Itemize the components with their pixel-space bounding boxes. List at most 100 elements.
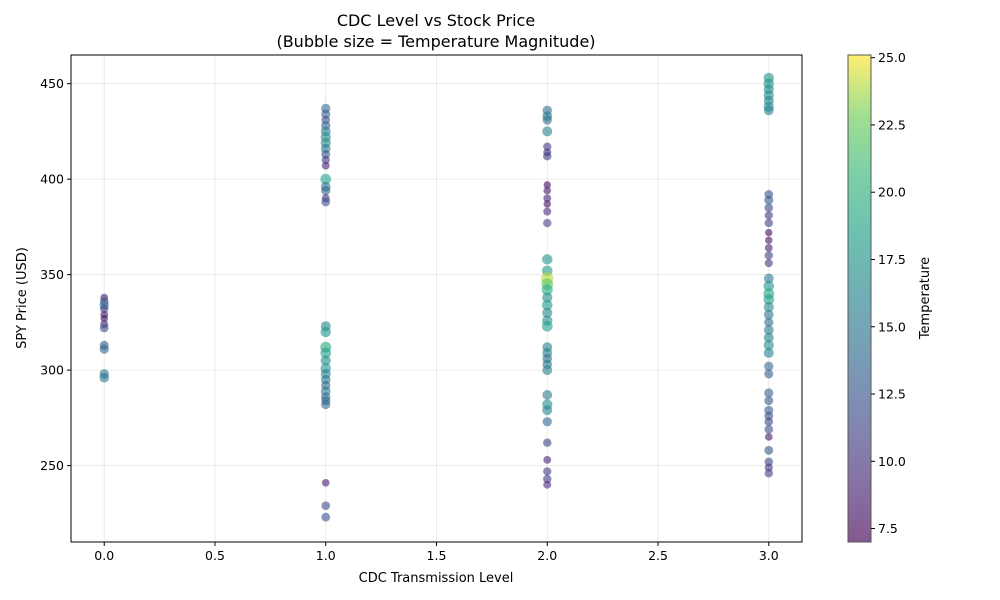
- data-point: [543, 151, 552, 161]
- data-point: [543, 438, 552, 447]
- data-point: [543, 194, 552, 203]
- data-point: [764, 259, 773, 268]
- data-point: [764, 445, 774, 455]
- data-point: [320, 355, 331, 366]
- data-point: [542, 365, 553, 376]
- colorbar-tick-label: 7.5: [878, 521, 898, 536]
- data-point: [764, 211, 773, 220]
- data-point: [543, 467, 552, 476]
- data-point: [543, 181, 551, 189]
- colorbar-title: Temperature: [918, 257, 933, 340]
- data-point: [543, 207, 552, 216]
- data-point: [763, 325, 774, 335]
- data-point: [542, 307, 553, 318]
- data-point: [763, 332, 774, 343]
- colorbar-tick-label: 22.5: [878, 117, 906, 132]
- y-tick-label: 350: [40, 267, 64, 282]
- data-point: [321, 185, 331, 196]
- data-point: [321, 512, 331, 522]
- data-point: [764, 195, 774, 205]
- data-point: [763, 302, 774, 313]
- colorbar: [847, 54, 872, 543]
- x-tick-label: 2.0: [537, 548, 557, 563]
- data-point: [764, 396, 774, 406]
- data-point: [763, 309, 774, 320]
- data-point: [763, 294, 775, 305]
- y-tick-label: 400: [40, 172, 64, 187]
- data-point: [764, 469, 773, 478]
- y-tick-label: 250: [40, 458, 64, 473]
- data-point: [320, 173, 332, 185]
- x-tick-label: 3.0: [759, 548, 779, 563]
- data-point: [541, 320, 553, 332]
- data-point: [543, 200, 552, 208]
- data-point: [763, 273, 774, 284]
- data-point: [100, 304, 109, 314]
- data-point: [99, 344, 109, 354]
- data-point: [542, 126, 553, 137]
- data-point: [765, 228, 773, 237]
- data-point: [100, 314, 108, 323]
- data-point: [321, 161, 330, 170]
- x-tick-label: 0.0: [94, 548, 114, 563]
- data-point: [321, 149, 331, 159]
- x-axis-ticks: 0.0 0.5 1.0 1.5 2.0 2.5 3.0: [94, 542, 779, 563]
- data-point: [543, 474, 552, 484]
- x-tick-label: 0.5: [205, 548, 225, 563]
- x-axis-title: CDC Transmission Level: [359, 571, 514, 586]
- data-point: [320, 326, 331, 338]
- data-point: [764, 203, 774, 213]
- data-points: [99, 72, 775, 522]
- data-point: [763, 347, 774, 358]
- colorbar-ticks: 7.5 10.0 12.5 15.0 17.5 20.0 22.5 25.0: [871, 50, 906, 536]
- y-axis-ticks: 250 300 350 400 450: [40, 76, 71, 473]
- x-tick-label: 1.5: [427, 548, 447, 563]
- data-point: [541, 299, 553, 311]
- data-point: [764, 251, 773, 260]
- data-point: [321, 399, 331, 410]
- data-point: [543, 218, 552, 228]
- data-point: [764, 433, 773, 441]
- data-point: [541, 284, 553, 296]
- data-point: [764, 388, 774, 398]
- data-point: [764, 457, 774, 467]
- data-point: [321, 501, 331, 511]
- data-point: [543, 480, 552, 489]
- colorbar-tick-label: 15.0: [878, 319, 906, 334]
- data-point: [321, 155, 330, 165]
- y-tick-label: 450: [40, 76, 64, 91]
- data-point: [321, 197, 331, 207]
- data-point: [764, 243, 773, 252]
- y-axis-title: SPY Price (USD): [15, 247, 30, 349]
- data-point: [542, 405, 553, 416]
- data-point: [99, 372, 110, 383]
- x-tick-label: 1.0: [316, 548, 336, 563]
- y-tick-label: 300: [40, 363, 64, 378]
- data-point: [764, 417, 774, 426]
- data-point: [542, 115, 552, 125]
- x-tick-label: 2.5: [648, 548, 668, 563]
- data-point: [764, 424, 774, 434]
- data-point: [764, 218, 773, 228]
- data-point: [321, 478, 330, 487]
- grid-lines: [71, 55, 802, 542]
- data-point: [542, 417, 552, 427]
- data-point: [764, 317, 774, 328]
- chart-subtitle: (Bubble size = Temperature Magnitude): [276, 32, 595, 51]
- data-point: [543, 142, 552, 151]
- data-point: [763, 105, 774, 116]
- colorbar-tick-label: 20.0: [878, 185, 906, 200]
- data-point: [542, 292, 553, 303]
- colorbar-tick-label: 17.5: [878, 252, 906, 267]
- chart-title: CDC Level vs Stock Price: [337, 11, 535, 30]
- data-point: [764, 369, 774, 379]
- colorbar-tick-label: 25.0: [878, 50, 906, 65]
- data-point: [320, 347, 332, 359]
- data-point: [763, 280, 775, 292]
- data-point: [765, 236, 773, 245]
- data-point: [542, 390, 553, 400]
- data-point: [764, 361, 774, 371]
- data-point: [542, 254, 553, 265]
- colorbar-tick-label: 10.0: [878, 454, 906, 469]
